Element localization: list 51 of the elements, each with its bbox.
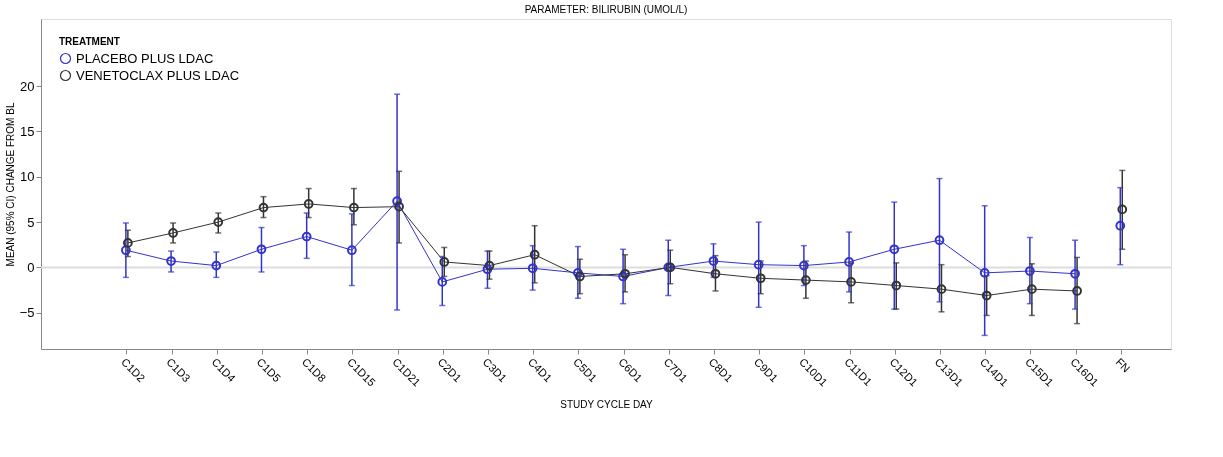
point <box>258 202 269 213</box>
point <box>934 235 945 246</box>
y-tick-label: 5 <box>27 214 35 230</box>
legend-label: VENETOCLAX PLUS LDAC <box>76 67 240 83</box>
y-tick-label: 20 <box>20 78 35 94</box>
point <box>301 231 312 242</box>
point <box>801 275 811 285</box>
point <box>347 245 357 256</box>
point <box>753 259 764 270</box>
point <box>349 202 359 213</box>
point <box>575 271 585 282</box>
point <box>846 277 856 287</box>
y-tick-label: −5 <box>19 305 35 321</box>
point <box>979 267 990 278</box>
x-tick-label: FN <box>1113 355 1133 375</box>
point <box>844 257 854 267</box>
point <box>710 268 721 279</box>
y-tick-label: 10 <box>20 169 35 185</box>
point <box>166 256 176 266</box>
point <box>799 260 809 271</box>
point <box>1115 220 1126 231</box>
point <box>527 263 538 274</box>
point <box>529 249 540 260</box>
point <box>256 244 267 255</box>
x-axis-title: STUDY CYCLE DAY <box>560 399 654 411</box>
point <box>573 267 583 278</box>
point <box>437 277 448 287</box>
point <box>211 260 222 271</box>
point <box>891 280 902 291</box>
point <box>394 201 404 212</box>
legend-label: PLACEBO PLUS LDAC <box>76 50 214 66</box>
y-tick-label: 15 <box>20 123 35 139</box>
point <box>708 256 719 266</box>
point <box>303 199 314 209</box>
y-axis-title: MEAN (95% CI) CHANGE FROM BL <box>4 102 16 267</box>
point <box>755 273 766 284</box>
point <box>439 257 450 267</box>
point <box>213 217 224 227</box>
point <box>168 228 178 238</box>
point <box>1117 204 1128 215</box>
point <box>936 284 947 295</box>
point <box>1027 284 1037 295</box>
point <box>392 196 402 207</box>
point <box>482 264 493 275</box>
point <box>1025 266 1035 276</box>
point <box>981 290 992 301</box>
point <box>484 260 495 271</box>
point <box>889 244 900 255</box>
chart-title: PARAMETER: BILIRUBIN (UMOL/L) <box>524 4 688 15</box>
legend-title: TREATMENT <box>59 36 120 47</box>
y-tick-label: 0 <box>27 259 35 275</box>
